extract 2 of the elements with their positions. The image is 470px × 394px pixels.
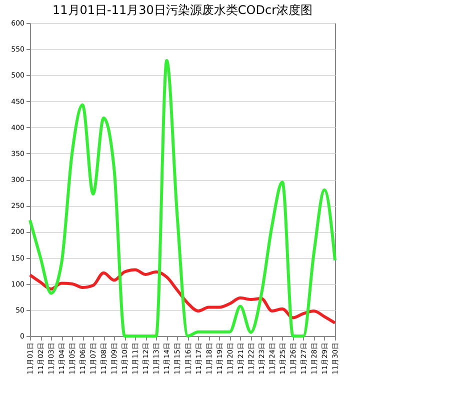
line-series	[28, 268, 336, 324]
chart-title: 11月01日-11月30日污染源废水类CODcr浓度图	[52, 3, 313, 17]
